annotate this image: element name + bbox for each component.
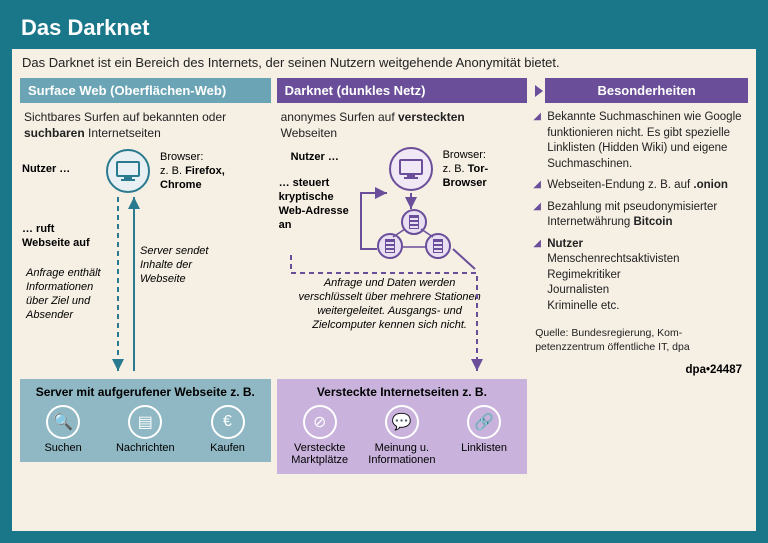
icon-opinion: 💬 Meinung u. Informationen	[363, 405, 441, 466]
txt: z. B.	[443, 163, 468, 175]
step1: … steuert kryptische Web-Adresse an	[279, 177, 357, 232]
search-icon: 🔍	[46, 405, 80, 439]
req-text: Anfrage enthält Infor­mationen über Ziel…	[26, 267, 114, 322]
intro-left: Sichtbares Surfen auf bekannten oder suc…	[20, 103, 271, 147]
title: Das Darknet	[11, 11, 757, 49]
txt: Sichtbares Surfen auf bekannten oder	[24, 110, 226, 124]
icon-market: ⊘ Versteckte Marktplätze	[281, 405, 359, 466]
footer-icons: ⊘ Versteckte Marktplätze 💬 Meinung u. Info…	[281, 405, 524, 466]
txt-bold: suchbaren	[24, 126, 85, 140]
subtitle: Das Darknet ist ein Bereich des Internet…	[12, 49, 756, 78]
intro-mid: anonymes Surfen auf versteckten Webseite…	[277, 103, 528, 147]
diagram-mid: Nutzer … Browser: z. B. Tor-Browser … st…	[277, 149, 528, 377]
resp-text: Server sendet Inhalte der Webseite	[140, 245, 212, 286]
monitor-icon	[389, 147, 433, 191]
browser-label: Browser: z. B. Tor-Browser	[443, 149, 513, 190]
header-wrap: Besonderheiten	[533, 78, 748, 103]
header-darknet: Darknet (dunkles Netz)	[277, 78, 528, 103]
credit: dpa•24487	[533, 360, 748, 376]
relay-node-icon	[401, 209, 427, 235]
source: Quelle: Bundesregierung, Kom­petenzzentr…	[533, 321, 748, 360]
header-surface: Surface Web (Oberflächen-Web)	[20, 78, 271, 103]
relay-node-icon	[377, 233, 403, 259]
chat-icon: 💬	[385, 405, 419, 439]
euro-icon: €	[211, 405, 245, 439]
icon-links: 🔗 Link­listen	[445, 405, 523, 466]
footer-icons: 🔍 Suchen ▤ Nachrichten € Kaufen	[24, 405, 267, 454]
txt: anonymes Surfen auf	[281, 110, 398, 124]
browser-label: Browser: z. B. Firefox, Chrome	[160, 151, 246, 192]
diagram-left: Nutzer … Browser: z. B. Firefox, Chrome …	[20, 149, 271, 377]
columns: Surface Web (Oberflächen-Web) Sichtbares…	[12, 78, 756, 474]
relay-node-icon	[425, 233, 451, 259]
icon-buy: € Kaufen	[188, 405, 266, 454]
footer-mid: Versteckte Internetseiten z. B. ⊘ Verstec…	[277, 379, 528, 474]
link-icon: 🔗	[467, 405, 501, 439]
bullet: Bezahlung mit pseudo­nymisierter Interne…	[533, 197, 748, 234]
col-surface-web: Surface Web (Oberflächen-Web) Sichtbares…	[20, 78, 271, 474]
bullet: NutzerMenschenrechtsaktivistenRegimekrit…	[533, 234, 748, 318]
col-darknet: Darknet (dunkles Netz) anonymes Surfen a…	[277, 78, 528, 474]
lbl: Kaufen	[210, 442, 245, 454]
relay-text: Anfrage und Daten werden verschlüsselt ü…	[295, 277, 485, 332]
header-wrap: Darknet (dunkles Netz)	[277, 78, 528, 103]
user-label: Nutzer …	[291, 151, 339, 165]
monitor-icon	[106, 149, 150, 193]
user-label: Nutzer …	[22, 163, 70, 177]
footer-title: Server mit aufgerufener Webseite z. B.	[24, 385, 267, 399]
txt: Webseiten	[281, 126, 337, 140]
txt: Browser:	[443, 149, 486, 161]
hidden-icon: ⊘	[303, 405, 337, 439]
txt: Browser:	[160, 151, 203, 163]
bullet-list: Bekannte Suchmaschinen wie Google funkti…	[533, 103, 748, 321]
icon-news: ▤ Nachrichten	[106, 405, 184, 454]
header-features: Besonderheiten	[545, 78, 748, 103]
bullet: Webseiten-Endung z. B. auf .onion	[533, 175, 748, 197]
lbl: Nachrichten	[116, 442, 175, 454]
lbl: Versteckte Marktplätze	[291, 442, 348, 466]
news-icon: ▤	[128, 405, 162, 439]
lbl: Suchen	[44, 442, 81, 454]
footer-title: Versteckte Internetseiten z. B.	[281, 385, 524, 399]
txt: Internetseiten	[85, 126, 161, 140]
step1: … ruft Webseite auf	[22, 223, 102, 251]
footer-left: Server mit aufgerufener Webseite z. B. 🔍…	[20, 379, 271, 462]
lbl: Meinung u. Informationen	[368, 442, 435, 466]
bullet: Bekannte Suchmaschinen wie Google funkti…	[533, 107, 748, 175]
chevron-right-icon	[535, 85, 543, 97]
txt: z. B.	[160, 165, 185, 177]
col-features: Besonderheiten Bekannte Suchmaschinen wi…	[533, 78, 748, 474]
lbl: Link­listen	[461, 442, 507, 454]
icon-search: 🔍 Suchen	[24, 405, 102, 454]
infographic-frame: Das Darknet Das Darknet ist ein Bereich …	[0, 0, 768, 543]
txt-bold: versteckten	[398, 110, 465, 124]
